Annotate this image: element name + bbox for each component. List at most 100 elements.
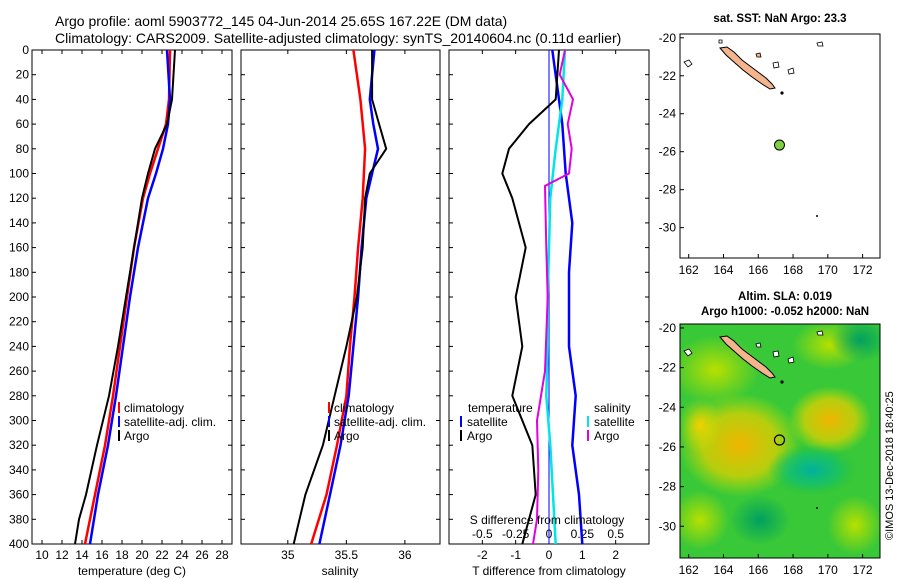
difference-top-label: S difference from climatology	[470, 513, 625, 527]
map-y-tick-label: -26	[659, 440, 677, 454]
map-x-tick-label: 168	[783, 563, 803, 577]
series-line-salinity-argo	[532, 50, 574, 544]
x-tick-label: 24	[175, 548, 189, 562]
salinity-legend: climatology satellite-adj. clim. Argo	[328, 401, 426, 443]
x-tick-label: -2	[477, 548, 488, 562]
map-x-tick-label: 164	[713, 563, 733, 577]
map-y-tick-label: -30	[659, 519, 677, 533]
y-tick-label: 200	[9, 290, 29, 304]
series-line-satellite-adj-clim-	[318, 50, 380, 544]
title-line-2: Climatology: CARS2009. Satellite-adjuste…	[55, 30, 621, 46]
sla-warm-anomaly	[788, 386, 872, 454]
y-tick-label: 180	[9, 265, 29, 279]
legend-label-argo: Argo	[124, 429, 150, 443]
island-dot	[780, 380, 784, 384]
y-tick-label: 400	[9, 537, 29, 551]
y-tick-label: 240	[9, 339, 29, 353]
x-tick-label: 28	[215, 548, 229, 562]
y-tick-label: 20	[16, 68, 30, 82]
map-y-tick-label: -24	[659, 400, 677, 414]
salinity-panel-frame	[240, 49, 441, 545]
legend-label-s-argo: Argo	[594, 429, 620, 443]
island-outline	[772, 350, 780, 358]
series-line-temperature-argo	[501, 50, 560, 544]
legend-label-argo: Argo	[334, 429, 360, 443]
sla-warm-anomaly	[680, 397, 722, 453]
y-tick-label: 160	[9, 241, 29, 255]
x-tick-label: 35	[281, 548, 295, 562]
x-tick-label: 18	[115, 548, 129, 562]
difference-xlabel: T difference from climatology	[472, 564, 626, 578]
sla-map-frame	[679, 323, 881, 559]
temperature-lines	[74, 50, 176, 544]
map-x-tick-label: 166	[748, 563, 768, 577]
y-tick-label: 60	[16, 117, 30, 131]
island-dot	[816, 507, 818, 509]
sla-map-title-line-2: Argo h1000: -0.052 h2000: NaN	[701, 306, 869, 318]
y-tick-label: 40	[16, 92, 30, 106]
top-tick-label: -0.5	[472, 527, 493, 541]
island-dot	[780, 91, 784, 95]
sst-map-axes: 162 164 166 168 170 172 -20 -22 -24 -26 -28 -30	[659, 31, 873, 277]
map-x-tick-label: 166	[748, 263, 768, 277]
legend-label-t-satellite: satellite	[467, 415, 508, 429]
map-x-tick-label: 164	[713, 263, 733, 277]
temperature-panel-frame	[31, 49, 233, 545]
sla-cool-anomaly	[830, 324, 880, 362]
series-line-argo	[292, 50, 388, 544]
map-y-tick-label: -22	[659, 361, 677, 375]
map-x-tick-label: 168	[783, 263, 803, 277]
new-caledonia-island	[719, 335, 776, 379]
map-x-tick-label: 172	[853, 263, 873, 277]
y-tick-label: 0	[22, 43, 29, 57]
island-outline	[816, 330, 824, 336]
x-tick-label: 10	[35, 548, 49, 562]
x-tick-label: 12	[55, 548, 69, 562]
y-tick-label: 280	[9, 389, 29, 403]
map-y-tick-label: -28	[659, 480, 677, 494]
island-outline	[755, 52, 762, 58]
y-tick-label: 320	[9, 438, 29, 452]
difference-legend: temperature satellite Argo salinity sate…	[460, 401, 635, 443]
y-tick-label: 100	[9, 167, 29, 181]
series-line-temperature-satellite	[551, 50, 584, 544]
legend-label-climatology: climatology	[124, 401, 184, 415]
y-tick-label: 80	[16, 142, 30, 156]
legend-label-satellite: satellite-adj. clim.	[124, 415, 216, 429]
x-tick-label: 22	[155, 548, 169, 562]
series-line-climatology	[83, 50, 172, 544]
map-y-tick-label: -30	[659, 221, 677, 235]
salinity-lines	[292, 50, 388, 544]
map-y-tick-label: -24	[659, 107, 677, 121]
map-y-tick-label: -20	[659, 31, 677, 45]
x-tick-label: 2	[612, 548, 619, 562]
map-y-tick-label: -22	[659, 69, 677, 83]
legend-label-climatology: climatology	[334, 401, 394, 415]
island-outline	[816, 41, 824, 47]
y-tick-label: 140	[9, 216, 29, 230]
y-tick-label: 260	[9, 364, 29, 378]
y-tick-label: 120	[9, 191, 29, 205]
x-tick-label: 20	[135, 548, 149, 562]
map-x-tick-label: 162	[679, 563, 699, 577]
sla-patch	[680, 490, 730, 550]
x-tick-label: 0	[546, 548, 553, 562]
top-tick-label: -0.25	[502, 527, 530, 541]
sst-map-title: sat. SST: NaN Argo: 23.3	[713, 13, 846, 25]
series-line-satellite-adj-clim-	[88, 50, 172, 544]
sst-map-content	[683, 39, 824, 217]
map-y-tick-label: -26	[659, 145, 677, 159]
legend-label-satellite: satellite-adj. clim.	[334, 415, 426, 429]
sla-cool-anomaly	[730, 495, 790, 545]
salinity-xlabel: salinity	[322, 564, 359, 578]
imos-watermark: ©IMOS 13-Dec-2018 18:40:25	[884, 391, 896, 540]
y-tick-label: 220	[9, 315, 29, 329]
island-dot	[816, 215, 818, 217]
x-tick-label: -1	[510, 548, 521, 562]
island-outline	[718, 39, 723, 44]
y-tick-label: 360	[9, 488, 29, 502]
top-tick-label: 0.5	[607, 527, 624, 541]
legend-heading-temperature: temperature	[468, 401, 533, 415]
argo-profile-marker	[773, 434, 786, 446]
x-tick-label: 26	[195, 548, 209, 562]
